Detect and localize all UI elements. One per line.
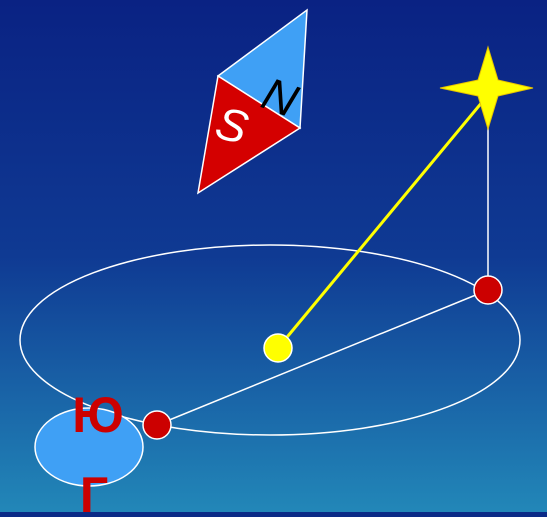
horizon-ellipse: [19, 244, 521, 436]
compass-needle: N S: [196, 8, 308, 195]
meridian-line: [156, 289, 489, 426]
south-point: [142, 410, 172, 440]
south-label-top: Ю: [72, 387, 124, 443]
observer-point: [263, 333, 293, 363]
compass-south-half: [196, 74, 302, 195]
south-ground-patch: [34, 407, 144, 487]
south-label-bottom: Г: [80, 467, 108, 512]
star-icon: [439, 45, 534, 131]
sight-line-to-star: [276, 94, 490, 349]
horizon-point-under-star: [473, 275, 503, 305]
